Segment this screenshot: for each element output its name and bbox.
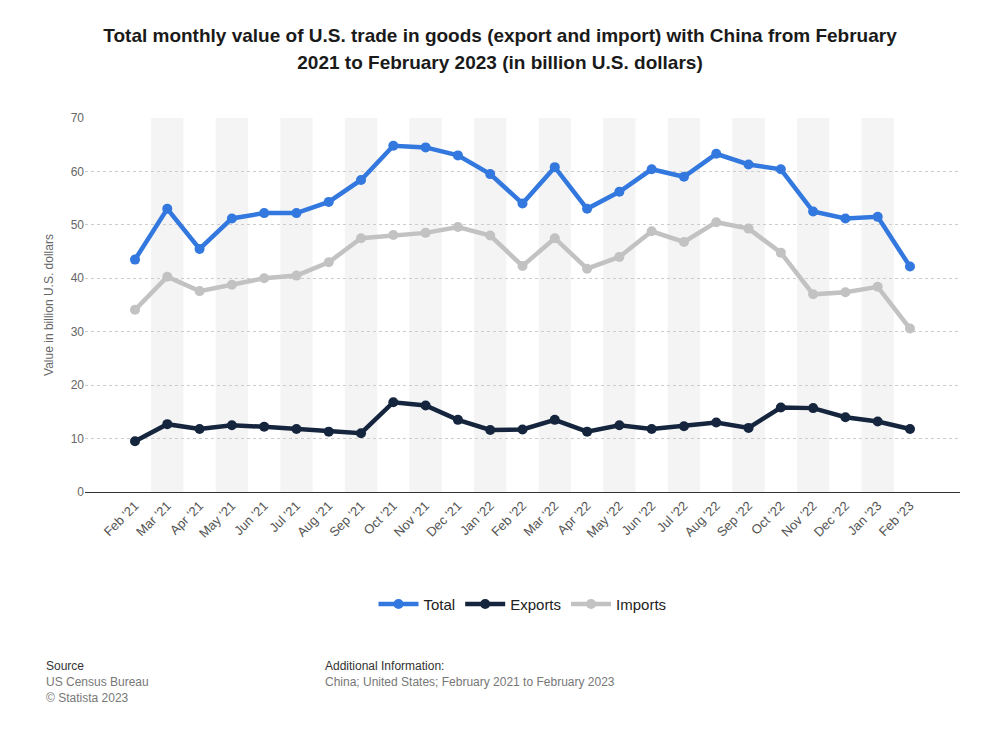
svg-text:Sep '22: Sep '22: [714, 498, 755, 539]
svg-text:Dec '21: Dec '21: [423, 498, 464, 539]
svg-text:Sep '21: Sep '21: [326, 498, 367, 539]
svg-text:Jul '21: Jul '21: [266, 498, 303, 535]
svg-text:Aug '22: Aug '22: [681, 498, 722, 539]
svg-text:Total: Total: [424, 596, 456, 613]
svg-text:Nov '21: Nov '21: [391, 498, 432, 539]
svg-text:40: 40: [71, 271, 85, 285]
svg-text:Oct '21: Oct '21: [361, 498, 400, 537]
svg-text:May '21: May '21: [196, 498, 239, 541]
svg-text:Jan '23: Jan '23: [844, 498, 884, 538]
svg-text:70: 70: [71, 111, 85, 125]
svg-text:Value in billion U.S. dollars: Value in billion U.S. dollars: [42, 234, 56, 376]
svg-text:60: 60: [71, 165, 85, 179]
svg-text:Exports: Exports: [510, 596, 561, 613]
svg-text:Jun '22: Jun '22: [618, 498, 658, 538]
svg-text:Nov '22: Nov '22: [778, 498, 819, 539]
html-text:US Census Bureau: US Census Bureau: [46, 675, 149, 689]
svg-text:Mar '22: Mar '22: [521, 498, 562, 539]
svg-text:Jul '22: Jul '22: [654, 498, 691, 535]
svg-text:Feb '22: Feb '22: [488, 498, 529, 539]
svg-text:10: 10: [71, 432, 85, 446]
svg-text:Apr '22: Apr '22: [554, 498, 593, 537]
svg-text:50: 50: [71, 218, 85, 232]
svg-text:Feb '21: Feb '21: [101, 498, 142, 539]
html-text:Source: Source: [46, 659, 84, 673]
svg-text:Jan '22: Jan '22: [457, 498, 497, 538]
svg-text:Dec '22: Dec '22: [811, 498, 852, 539]
html-text:China; United States; February: China; United States; February 2021 to F…: [325, 675, 615, 689]
svg-text:Oct '22: Oct '22: [748, 498, 787, 537]
svg-text:Aug '21: Aug '21: [294, 498, 335, 539]
svg-text:Jun '21: Jun '21: [231, 498, 271, 538]
svg-text:May '22: May '22: [584, 498, 627, 541]
svg-text:Imports: Imports: [616, 596, 666, 613]
svg-text:0: 0: [77, 485, 84, 499]
html-text:Additional Information:: Additional Information:: [325, 659, 445, 673]
html-text:Total monthly value of U.S. tr: Total monthly value of U.S. trade in goo…: [103, 25, 897, 73]
svg-text:30: 30: [71, 325, 85, 339]
html-text:© Statista 2023: © Statista 2023: [46, 691, 129, 705]
svg-text:Mar '21: Mar '21: [133, 498, 174, 539]
svg-text:20: 20: [71, 378, 85, 392]
svg-text:Feb '23: Feb '23: [876, 498, 917, 539]
svg-text:Apr '21: Apr '21: [167, 498, 206, 537]
